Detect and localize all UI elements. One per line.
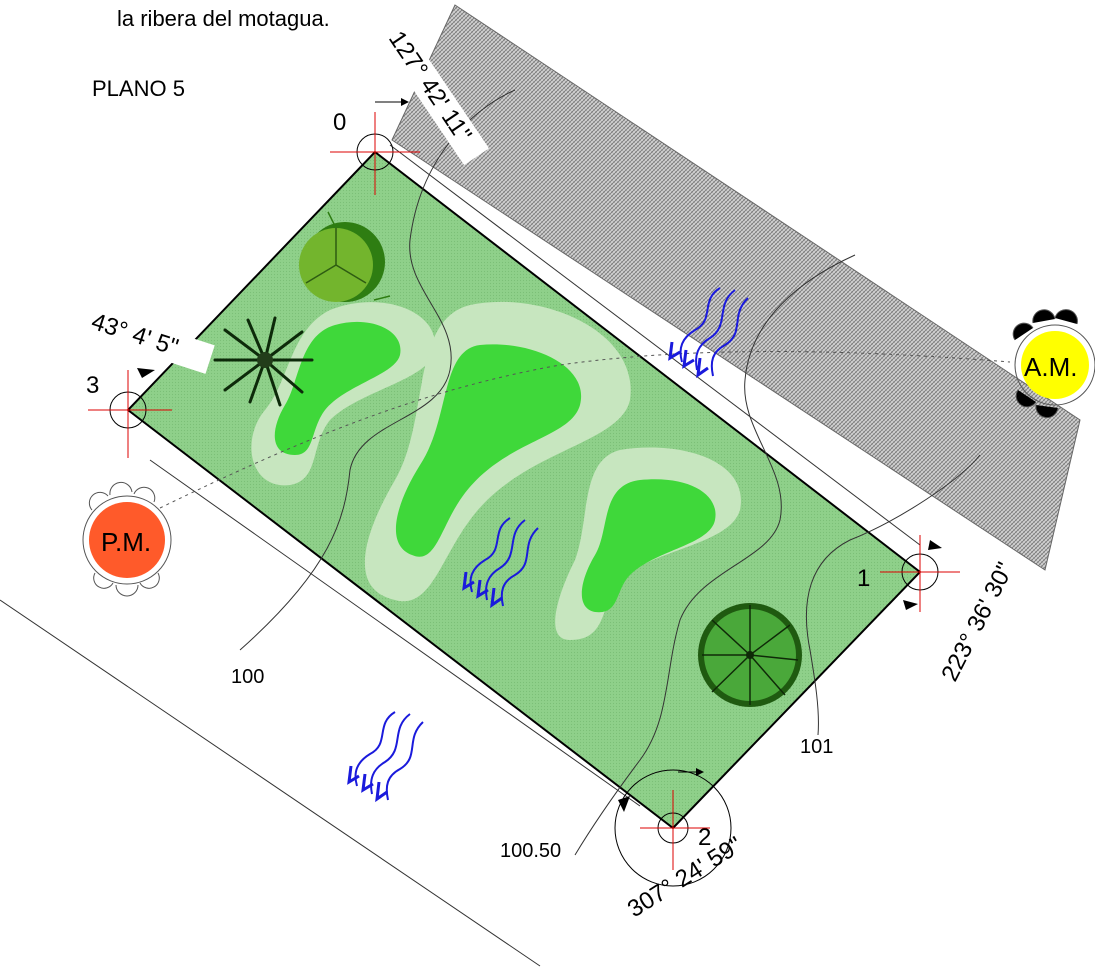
sun-pm-label: P.M. xyxy=(101,527,151,557)
mound-center xyxy=(364,301,631,602)
street-line xyxy=(149,459,641,807)
palm-tree-icon xyxy=(213,316,314,407)
contour-label-101: 101 xyxy=(800,736,833,758)
neighbor-hatched-area xyxy=(391,4,1081,571)
sun-pm-icon xyxy=(82,481,172,597)
mound-right xyxy=(555,447,741,640)
plan-title: PLANO 5 xyxy=(92,76,185,101)
contour-101 xyxy=(805,454,981,736)
vertex-marker-3 xyxy=(88,368,172,458)
street-line xyxy=(0,599,541,967)
vertex-label-2: 2 xyxy=(698,824,711,851)
vertex-marker-1 xyxy=(880,535,960,612)
round-tree-icon xyxy=(299,211,391,302)
vertex-marker-0 xyxy=(330,98,420,195)
wind-arrow-icon xyxy=(462,517,539,609)
angle-label-3: 43° 4' 5" xyxy=(88,308,181,361)
tree-icon xyxy=(698,603,802,707)
vertex-label-0: 0 xyxy=(333,109,346,136)
vertex-label-3: 3 xyxy=(86,372,99,399)
contour-100 xyxy=(239,89,516,651)
angle-label-2: 307° 24' 59" xyxy=(623,832,747,924)
sun-am-label: A.M. xyxy=(1024,352,1077,382)
contour-100-50 xyxy=(574,254,856,856)
angle-label-1: 223° 36' 30" xyxy=(936,558,1019,686)
vertex-marker-2 xyxy=(614,768,732,887)
vertex-label-1: 1 xyxy=(857,565,870,592)
boundary-offset-line xyxy=(389,144,921,546)
contour-label-100: 100 xyxy=(231,666,264,688)
caption-text: la ribera del motagua. xyxy=(117,6,330,31)
sun-path-line xyxy=(159,351,1011,509)
wind-arrow-icon xyxy=(347,711,424,803)
wind-arrow-icon xyxy=(668,287,749,379)
contour-label-100-50: 100.50 xyxy=(500,840,561,862)
sun-am-icon xyxy=(1012,309,1095,419)
mound-left xyxy=(251,302,436,486)
